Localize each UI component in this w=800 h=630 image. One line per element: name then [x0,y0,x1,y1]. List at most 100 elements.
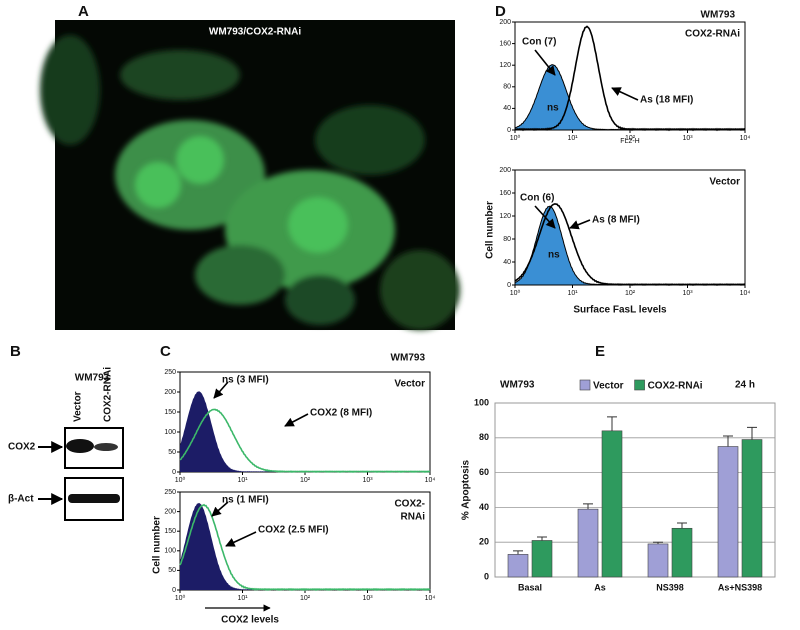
annotation: As (18 MFI) [640,95,693,106]
histogram-fill [514,64,746,131]
arrow [284,413,309,427]
x-tick-label: 10² [625,135,636,142]
error-bar [513,550,523,555]
y-tick-label: 100 [474,397,489,407]
bar [647,543,669,578]
x-tick-label: 10² [625,290,636,297]
time-label: 24 h [735,380,755,391]
legend-swatch [579,379,591,391]
y-tick-label: 100 [164,548,176,555]
x-tick-label: 10¹ [237,595,248,602]
histogram-line [179,408,431,473]
lane-label: COX2-RNAi [103,367,114,422]
bar [531,540,553,578]
legend-label: Vector [593,381,624,392]
y-tick-label: 40 [503,105,511,112]
bar [601,430,623,578]
cell-line: WM793 [701,10,736,21]
annotation: ns (3 MFI) [222,375,269,386]
x-axis-label: Surface FasL levels [573,305,667,316]
y-tick-label: 0 [507,127,511,134]
bar [577,508,599,578]
arrow [569,219,591,230]
x-tick-label: 10¹ [567,290,578,297]
y-tick-label: 250 [164,489,176,496]
x-tick-label: Basal [518,582,542,592]
y-tick-label: 150 [164,528,176,535]
bar [671,527,693,578]
blot [64,427,124,521]
panel-label: B [10,343,21,360]
y-tick-label: 0 [172,587,176,594]
x-tick-label: 10⁰ [175,594,186,602]
y-tick-label: 200 [164,389,176,396]
x-tick-label: 10⁰ [510,289,521,297]
x-tick-label: 10³ [682,135,693,142]
x-axis-label: COX2 levels [221,615,279,626]
x-tick-label: 10⁴ [740,135,751,142]
condition-label: Vector [394,379,425,390]
y-tick-label: 80 [503,84,511,91]
micrograph [40,20,460,330]
x-tick-label: 10⁴ [425,477,436,484]
y-tick-label: 100 [164,429,176,436]
x-tick-label: As [594,582,606,592]
x-tick-label: 10¹ [237,477,248,484]
band-label: COX2 [8,442,36,453]
arrow [534,205,556,229]
condition-label: COX2-RNAi [685,29,740,40]
annotation: ns (1 MFI) [222,495,269,506]
annotation: ns [548,250,560,261]
condition-label: COX2- [394,499,425,510]
y-tick-label: 80 [503,236,511,243]
y-tick-label: 200 [499,167,511,174]
y-axis-label: Cell number [152,516,163,574]
condition-label: RNAi [401,512,426,523]
y-tick-label: 80 [479,432,489,442]
x-tick-label: NS398 [656,582,684,592]
y-axis-label: % Apoptosis [461,459,472,520]
channel-label: FL2-H [620,138,639,145]
y-tick-label: 120 [499,62,511,69]
error-bar [607,416,617,431]
legend-swatch [634,379,645,391]
x-tick-label: 10² [300,595,311,602]
x-tick-label: 10² [300,477,311,484]
y-tick-label: 0 [507,282,511,289]
x-tick-label: 10⁰ [175,476,186,484]
arrow [213,381,229,399]
cell-line: WM793 [500,380,535,391]
x-tick-label: 10³ [362,477,373,484]
bar [741,439,763,578]
band-label: β-Act [8,494,34,505]
error-bar [583,503,593,510]
panel-label: E [595,343,605,360]
y-tick-label: 50 [168,449,176,456]
panel-label: D [495,3,506,20]
error-bar [537,536,547,541]
y-tick-label: 160 [499,190,511,197]
micrograph-title: WM793/COX2-RNAi [209,27,301,38]
x-tick-label: As+NS398 [718,582,762,592]
y-tick-label: 60 [479,467,489,477]
lane-label: Vector [73,391,84,422]
y-tick-label: 250 [164,369,176,376]
bar [507,554,529,578]
y-tick-label: 20 [479,537,489,547]
annotation: Con (6) [520,193,554,204]
y-tick-label: 120 [499,213,511,220]
histogram-fill [180,502,430,590]
y-tick-label: 200 [499,19,511,26]
annotation: ns [547,103,559,114]
histogram-line [514,202,746,287]
histogram-fill [180,391,430,472]
error-bar [723,435,733,447]
y-tick-label: 40 [503,259,511,266]
arrow [225,531,257,547]
y-tick-label: 150 [164,409,176,416]
y-tick-label: 160 [499,40,511,47]
y-axis-label: Cell number [485,201,496,259]
annotation: COX2 (2.5 MFI) [258,525,329,536]
annotation: Con (7) [522,37,556,48]
